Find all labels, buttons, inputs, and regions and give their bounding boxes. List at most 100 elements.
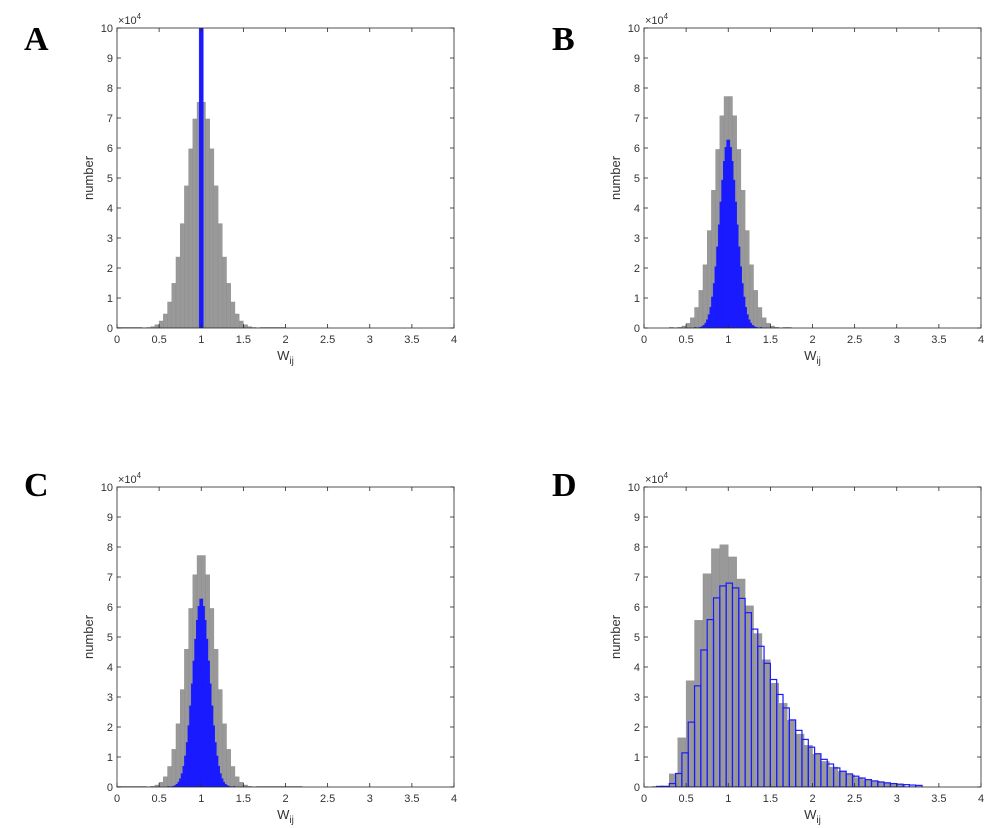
- y-tick-label: 5: [634, 173, 640, 185]
- histogram-bar: [753, 290, 758, 328]
- x-axis-title-subscript: ij: [289, 356, 293, 367]
- histogram-bar: [209, 683, 212, 787]
- panel-letter: A: [24, 21, 49, 58]
- x-tick-label: 1: [725, 334, 731, 346]
- histogram-bar: [749, 322, 753, 328]
- histogram-bar: [222, 781, 226, 787]
- histogram-bar: [158, 782, 164, 787]
- histogram-bar: [719, 201, 722, 328]
- histogram-bar: [175, 723, 181, 787]
- histogram-bar: [685, 323, 691, 328]
- x-tick-label: 2: [809, 334, 815, 346]
- y-tick-label: 7: [107, 572, 113, 584]
- histogram-bar: [226, 283, 231, 328]
- histogram-bar: [711, 296, 714, 328]
- histogram-bar: [207, 660, 210, 787]
- histogram-bar: [712, 283, 715, 328]
- y-tick-label: 1: [634, 293, 640, 305]
- y-tick-label: 9: [634, 53, 640, 65]
- histogram-bar: [179, 223, 185, 328]
- histogram-bar: [733, 179, 736, 328]
- x-tick-label: 3: [367, 334, 373, 346]
- histogram-bar: [192, 118, 198, 328]
- histogram-bar: [188, 148, 194, 328]
- histogram-bar: [812, 754, 822, 787]
- histogram-bar: [757, 307, 763, 328]
- histogram-bar: [209, 148, 215, 328]
- y-tick-label: 5: [634, 632, 640, 644]
- histogram-bar: [202, 606, 205, 787]
- y-tick-label: 2: [634, 722, 640, 734]
- x-tick-label: 3.5: [404, 334, 419, 346]
- y-axis-title: number: [81, 155, 96, 200]
- histogram-bar: [736, 224, 739, 328]
- y-tick-label: 4: [107, 203, 113, 215]
- histogram-bar: [175, 256, 181, 328]
- histogram-bar: [761, 317, 767, 328]
- y-tick-label: 3: [634, 692, 640, 704]
- x-tick-label: 2: [282, 334, 288, 346]
- x-tick-label: 1.5: [763, 334, 778, 346]
- panel-d: D 0 0.5 1 1.5 2 2.5 3 3.5 4 0 1 2 3 4 5 6 7 8 9 10 ×104 Wij nu…: [552, 467, 984, 826]
- histogram-bar: [171, 283, 177, 328]
- histogram-bar: [761, 659, 771, 787]
- histogram-bar: [238, 782, 244, 787]
- plot-area: 0 0.5 1 1.5 2 2.5 3 3.5 4 0 1 2 3 4 5 6 7 8 9 10 ×104 Wij numb…: [81, 471, 457, 826]
- x-tick-label: 0.5: [678, 334, 693, 346]
- plot-background: [117, 487, 454, 787]
- histogram-bar: [197, 606, 200, 787]
- histogram-bar: [751, 324, 754, 328]
- panel-b: B 0 0.5 1 1.5 2 2.5 3 3.5 4 0 1 2 3 4 5 6 7 8 9 10 ×104 Wij nu…: [552, 12, 984, 367]
- histogram-bar: [724, 147, 727, 328]
- histogram-bar: [744, 605, 754, 787]
- x-axis-title: Wij: [277, 348, 294, 367]
- x-tick-label: 2: [809, 793, 815, 805]
- histogram-bar: [199, 598, 202, 787]
- histogram-bar: [224, 783, 227, 787]
- x-axis-title-subscript: ij: [289, 815, 293, 826]
- panel-letter: B: [552, 21, 575, 58]
- histogram-bar: [820, 761, 830, 787]
- histogram-bar: [205, 118, 210, 328]
- x-tick-label: 2: [282, 793, 288, 805]
- histogram-bar: [702, 264, 708, 328]
- plot-background: [117, 28, 454, 328]
- x-axis-title-subscript: ij: [816, 815, 820, 826]
- histogram-bar: [721, 179, 724, 328]
- histogram-bar: [685, 680, 695, 787]
- x-tick-label: 3.5: [931, 793, 946, 805]
- y-multiplier: ×104: [118, 471, 142, 486]
- y-tick-label: 0: [107, 782, 113, 794]
- x-tick-label: 0.5: [678, 793, 693, 805]
- plot-area: 0 0.5 1 1.5 2 2.5 3 3.5 4 0 1 2 3 4 5 6 7 8 9 10 ×104 Wij numb…: [81, 12, 457, 367]
- histogram-bar: [711, 548, 721, 787]
- y-tick-label: 6: [634, 143, 640, 155]
- histogram-bar: [698, 290, 704, 328]
- histogram-bar: [230, 766, 236, 787]
- y-tick-label: 4: [634, 662, 640, 674]
- y-tick-label: 8: [634, 83, 640, 95]
- x-tick-label: 2.5: [847, 334, 862, 346]
- histogram-bar: [230, 301, 236, 328]
- x-tick-label: 1: [725, 793, 731, 805]
- y-tick-label: 10: [628, 482, 640, 494]
- x-tick-label: 1.5: [763, 793, 778, 805]
- histogram-bar: [734, 201, 737, 328]
- histogram-bar: [787, 720, 796, 787]
- y-tick-label: 5: [107, 632, 113, 644]
- x-tick-label: 3: [894, 793, 900, 805]
- histogram-bar: [716, 246, 719, 328]
- histogram-bar: [704, 322, 707, 328]
- histogram-bar: [184, 755, 187, 787]
- y-tick-label: 0: [634, 323, 640, 335]
- histogram-bar: [739, 266, 742, 328]
- histogram-bar: [192, 660, 195, 787]
- y-multiplier-exponent: 4: [137, 471, 142, 480]
- x-tick-label: 2.5: [320, 334, 335, 346]
- x-axis-title: Wij: [804, 807, 821, 826]
- histogram-bar: [743, 296, 746, 328]
- histogram-bar: [707, 314, 710, 328]
- y-tick-label: 1: [634, 752, 640, 764]
- histogram-bar: [694, 620, 704, 787]
